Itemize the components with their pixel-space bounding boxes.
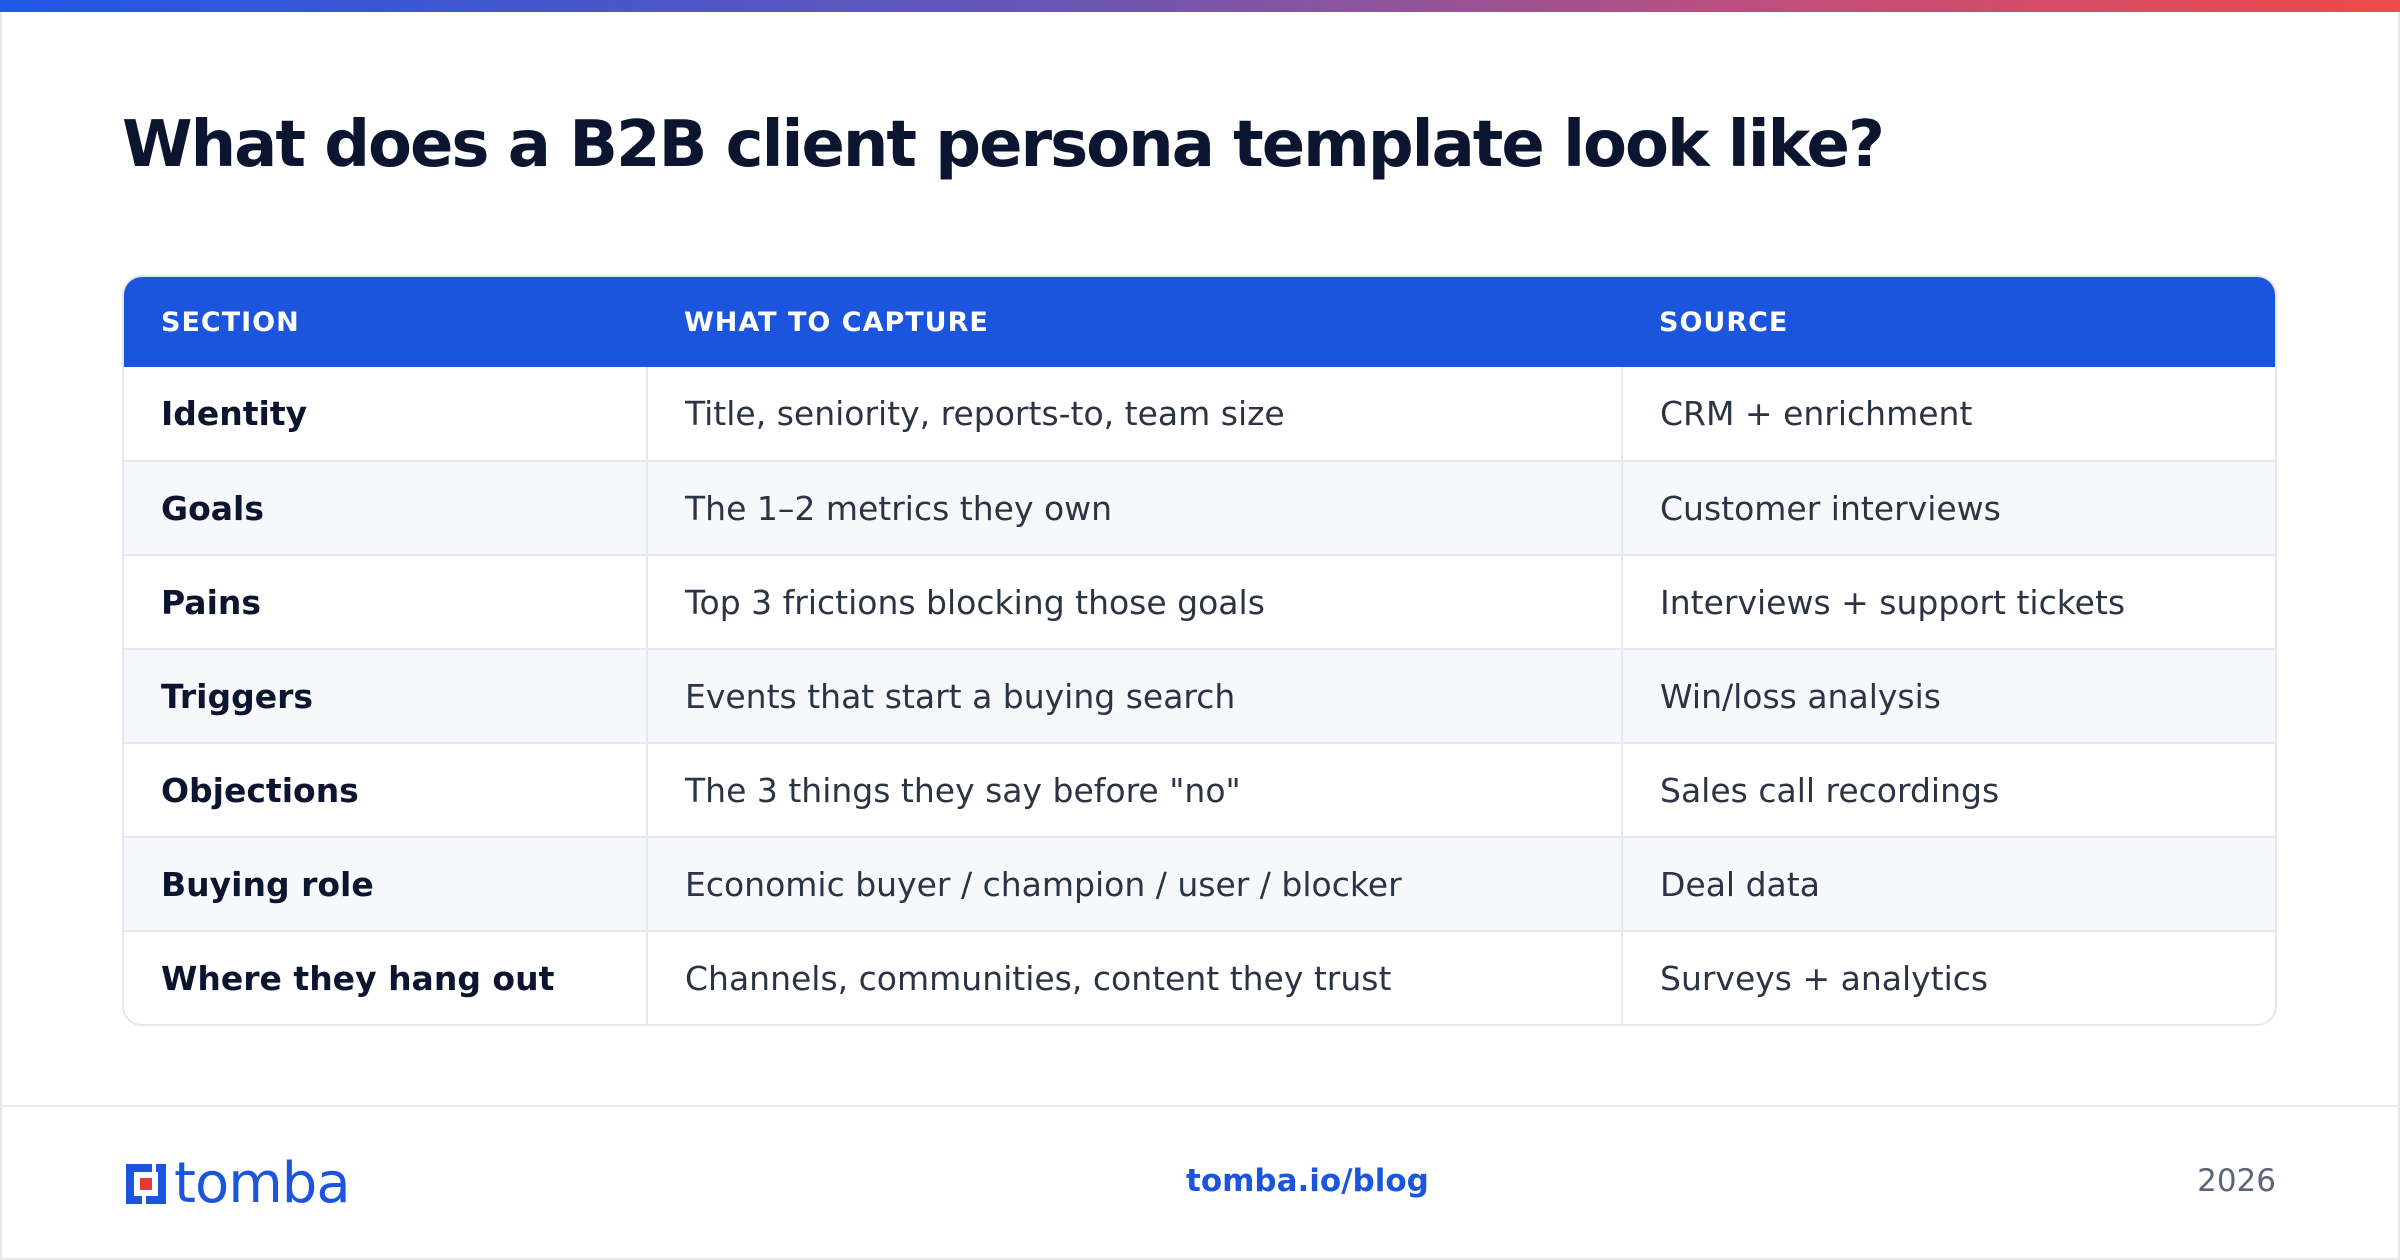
blog-link[interactable]: tomba.io/blog xyxy=(1186,1163,1429,1199)
table-row: Buying role Economic buyer / champion / … xyxy=(124,836,2275,931)
table-header-row: SECTION WHAT TO CAPTURE SOURCE xyxy=(124,277,2275,367)
footer-divider xyxy=(0,1105,2400,1107)
footer-year: 2026 xyxy=(2197,1163,2276,1199)
tomba-logo-icon xyxy=(126,1164,166,1204)
table-row: Objections The 3 things they say before … xyxy=(124,742,2275,837)
section-cell: Identity xyxy=(161,394,308,433)
section-cell: Where they hang out xyxy=(124,930,647,1024)
source-cell: Sales call recordings xyxy=(1621,742,2275,837)
page-title: What does a B2B client persona template … xyxy=(122,108,1885,182)
header-what-to-capture: WHAT TO CAPTURE xyxy=(647,277,1622,367)
section-cell: Objections xyxy=(124,742,647,837)
source-cell: Win/loss analysis xyxy=(1621,648,2275,743)
capture-cell: Title, seniority, reports-to, team size xyxy=(646,367,1622,461)
section-cell: Buying role xyxy=(124,836,647,931)
top-gradient-bar xyxy=(0,0,2400,12)
source-cell: Interviews + support tickets xyxy=(1621,554,2275,649)
logo-wordmark: tomba xyxy=(174,1151,351,1216)
source-cell: Deal data xyxy=(1621,836,2275,931)
header-section: SECTION xyxy=(124,277,647,367)
source-cell: Surveys + analytics xyxy=(1621,930,2275,1024)
table-row: Identity Title, seniority, reports-to, t… xyxy=(124,367,2275,461)
section-cell: Triggers xyxy=(124,648,647,743)
table-row: Goals The 1–2 metrics they own Customer … xyxy=(124,460,2275,555)
source-cell: CRM + enrichment xyxy=(1621,367,2275,461)
table-row: Triggers Events that start a buying sear… xyxy=(124,648,2275,743)
capture-cell: Top 3 frictions blocking those goals xyxy=(646,554,1622,649)
capture-cell: Events that start a buying search xyxy=(646,648,1622,743)
persona-table: SECTION WHAT TO CAPTURE SOURCE Identity … xyxy=(122,275,2277,1026)
tomba-logo: tomba xyxy=(122,1151,351,1216)
header-source: SOURCE xyxy=(1622,277,2275,367)
capture-cell: Channels, communities, content they trus… xyxy=(646,930,1622,1024)
source-cell: Customer interviews xyxy=(1621,460,2275,555)
section-cell: Pains xyxy=(124,554,647,649)
table-row: Pains Top 3 frictions blocking those goa… xyxy=(124,554,2275,649)
capture-cell: The 1–2 metrics they own xyxy=(646,460,1622,555)
capture-cell: The 3 things they say before "no" xyxy=(646,742,1622,837)
table-row: Where they hang out Channels, communitie… xyxy=(124,930,2275,1024)
capture-cell: Economic buyer / champion / user / block… xyxy=(646,836,1622,931)
section-cell: Goals xyxy=(124,460,647,555)
